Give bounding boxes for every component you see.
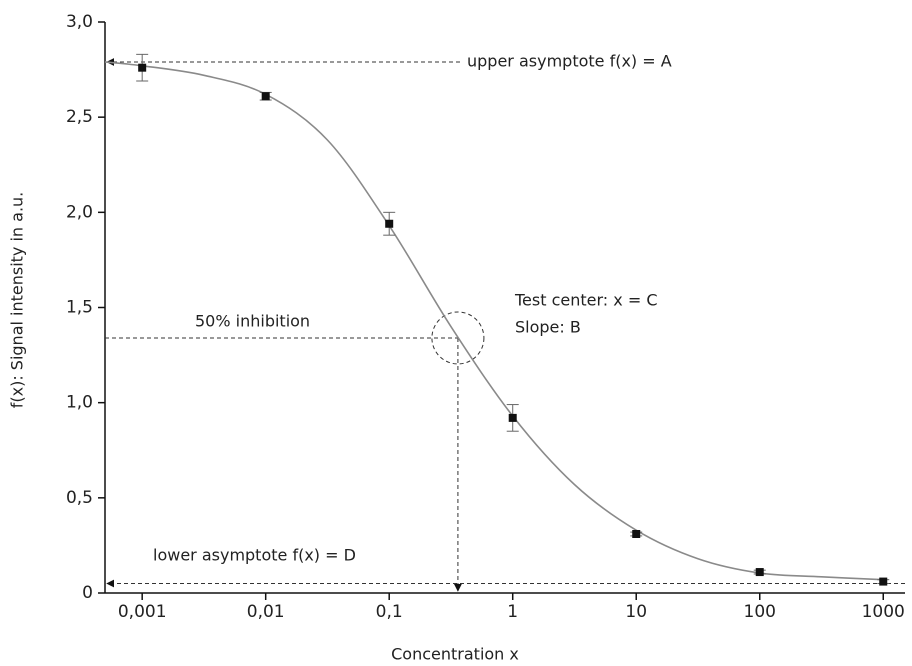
- x-tick-label: 1000: [862, 602, 905, 622]
- data-point: [385, 219, 394, 228]
- y-tick-label: 2,5: [66, 107, 93, 127]
- x-tick-label: 100: [744, 602, 776, 622]
- data-point: [632, 529, 641, 538]
- fit-curve: [104, 61, 884, 581]
- y-tick-label: 0: [82, 583, 93, 603]
- y-tick-label: 0,5: [66, 488, 93, 508]
- x-tick-label: 1: [507, 602, 518, 622]
- lower-asymptote-label: lower asymptote f(x) = D: [153, 546, 356, 565]
- data-point: [879, 577, 888, 586]
- data-point: [755, 568, 764, 577]
- y-axis-label: f(x): Signal intensity in a.u.: [8, 192, 27, 409]
- test-center-circle: [431, 311, 485, 365]
- data-point: [261, 92, 270, 101]
- upper-asymptote-label: upper asymptote f(x) = A: [467, 51, 672, 70]
- x-tick-label: 0,01: [247, 602, 285, 622]
- data-point: [138, 63, 147, 72]
- data-point: [508, 413, 517, 422]
- x-tick-label: 0,001: [118, 602, 167, 622]
- y-tick-label: 1,5: [66, 298, 93, 318]
- test-center-label: Test center: x = C: [514, 291, 657, 310]
- y-tick-label: 2,0: [66, 202, 93, 222]
- y-tick-label: 1,0: [66, 393, 93, 413]
- x-tick-label: 0,1: [376, 602, 403, 622]
- inhibition-label: 50% inhibition: [195, 311, 310, 330]
- slope-label: Slope: B: [515, 318, 581, 337]
- x-axis-label: Concentration x: [391, 645, 519, 664]
- y-tick-label: 3,0: [66, 12, 93, 32]
- x-tick-label: 10: [625, 602, 647, 622]
